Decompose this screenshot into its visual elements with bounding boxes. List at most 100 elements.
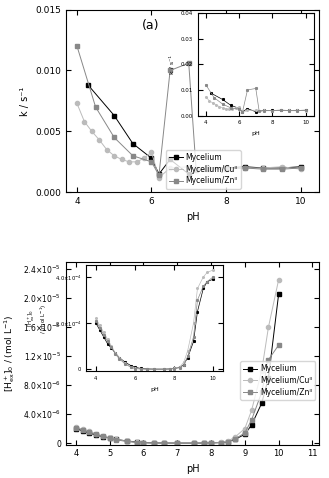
Mycelium/Cuᴵᴵ (187, 164, 191, 170)
Mycelium (114, 436, 118, 442)
Mycelium (187, 171, 191, 177)
X-axis label: pH: pH (186, 464, 199, 474)
Mycelium/Znᴵᴵ (168, 67, 172, 73)
Mycelium/Cuᴵᴵ (114, 436, 118, 442)
Mycelium (157, 171, 161, 177)
Mycelium/Cuᴵᴵ (219, 439, 223, 445)
Mycelium (101, 434, 105, 439)
Mycelium (280, 165, 284, 171)
Mycelium/Cuᴵᴵ (83, 119, 87, 125)
Mycelium/Cuᴵᴵ (127, 159, 131, 165)
Line: Mycelium/Cuᴵᴵ: Mycelium/Cuᴵᴵ (75, 101, 303, 180)
Mycelium/Cuᴵᴵ (250, 408, 254, 413)
Mycelium (152, 440, 156, 446)
Mycelium (135, 439, 139, 445)
Mycelium/Znᴵᴵ (277, 342, 281, 348)
Mycelium/Cuᴵᴵ (243, 165, 247, 171)
Mycelium (74, 426, 78, 432)
Mycelium/Cuᴵᴵ (209, 440, 213, 446)
Mycelium/Cuᴵᴵ (266, 324, 270, 330)
Mycelium/Znᴵᴵ (187, 60, 191, 66)
Mycelium/Znᴵᴵ (88, 429, 91, 435)
Mycelium/Znᴵᴵ (75, 43, 79, 49)
Mycelium/Cuᴵᴵ (157, 175, 161, 181)
Mycelium/Znᴵᴵ (125, 439, 129, 445)
Mycelium/Znᴵᴵ (205, 166, 209, 172)
Mycelium/Cuᴵᴵ (101, 433, 105, 439)
Mycelium/Znᴵᴵ (298, 165, 302, 171)
Mycelium/Znᴵᴵ (94, 432, 98, 437)
Mycelium/Znᴵᴵ (101, 434, 105, 439)
Legend: Mycelium, Mycelium/Cuᴵᴵ, Mycelium/Znᴵᴵ: Mycelium, Mycelium/Cuᴵᴵ, Mycelium/Znᴵᴵ (240, 361, 315, 400)
Mycelium/Cuᴵᴵ (97, 137, 101, 143)
Mycelium (205, 165, 209, 171)
Mycelium/Znᴵᴵ (209, 440, 213, 446)
Mycelium/Cuᴵᴵ (298, 166, 302, 172)
Mycelium (243, 432, 247, 437)
Mycelium/Cuᴵᴵ (120, 157, 124, 163)
Line: Mycelium/Cuᴵᴵ: Mycelium/Cuᴵᴵ (74, 278, 281, 445)
Mycelium (266, 375, 270, 380)
Mycelium/Znᴵᴵ (243, 165, 247, 171)
Mycelium/Cuᴵᴵ (149, 149, 153, 155)
Mycelium (219, 440, 223, 445)
Mycelium/Cuᴵᴵ (105, 147, 109, 152)
Mycelium/Cuᴵᴵ (168, 165, 172, 171)
Mycelium/Znᴵᴵ (74, 425, 78, 431)
Mycelium/Cuᴵᴵ (90, 129, 94, 134)
Mycelium/Cuᴵᴵ (280, 164, 284, 170)
Mycelium/Znᴵᴵ (112, 135, 116, 141)
Mycelium/Cuᴵᴵ (162, 440, 166, 446)
Mycelium (131, 141, 135, 146)
Text: (a): (a) (142, 19, 159, 32)
Mycelium/Cuᴵᴵ (125, 438, 129, 444)
Mycelium/Cuᴵᴵ (81, 426, 85, 432)
Mycelium (175, 440, 179, 446)
Mycelium/Cuᴵᴵ (175, 440, 179, 446)
Mycelium/Znᴵᴵ (194, 167, 198, 173)
Mycelium/Znᴵᴵ (175, 440, 179, 446)
Mycelium (226, 439, 230, 445)
Mycelium (168, 157, 172, 163)
Line: Mycelium/Znᴵᴵ: Mycelium/Znᴵᴵ (74, 343, 281, 445)
Mycelium/Znᴵᴵ (219, 440, 223, 445)
Mycelium (233, 436, 237, 442)
Mycelium/Znᴵᴵ (226, 439, 230, 445)
Mycelium/Znᴵᴵ (108, 435, 112, 441)
Mycelium/Znᴵᴵ (224, 166, 228, 172)
Mycelium/Znᴵᴵ (250, 417, 254, 423)
Mycelium (277, 292, 281, 297)
Mycelium (209, 440, 213, 446)
Mycelium/Znᴵᴵ (192, 440, 196, 446)
Legend: Mycelium, Mycelium/Cuᴵᴵ, Mycelium/Znᴵᴵ: Mycelium, Mycelium/Cuᴵᴵ, Mycelium/Znᴵᴵ (166, 150, 241, 188)
Mycelium/Znᴵᴵ (233, 436, 237, 442)
Y-axis label: k / s⁻¹: k / s⁻¹ (19, 87, 30, 116)
Mycelium/Cuᴵᴵ (261, 165, 265, 171)
Mycelium/Cuᴵᴵ (224, 166, 228, 172)
Mycelium/Cuᴵᴵ (74, 424, 78, 430)
Y-axis label: $[\mathrm{H^+_{ex}}]_0$ / (mol L$^{-1}$): $[\mathrm{H^+_{ex}}]_0$ / (mol L$^{-1}$) (3, 315, 17, 392)
Mycelium/Cuᴵᴵ (142, 155, 146, 161)
Mycelium/Cuᴵᴵ (108, 435, 112, 441)
Mycelium/Cuᴵᴵ (112, 153, 116, 159)
Mycelium (192, 440, 196, 446)
X-axis label: pH: pH (186, 212, 199, 222)
Mycelium (112, 113, 116, 119)
Mycelium/Znᴵᴵ (202, 440, 206, 446)
Mycelium/Znᴵᴵ (266, 357, 270, 362)
Line: Mycelium: Mycelium (74, 293, 281, 445)
Line: Mycelium/Znᴵᴵ: Mycelium/Znᴵᴵ (75, 44, 303, 177)
Mycelium (86, 82, 90, 88)
Mycelium (94, 432, 98, 438)
Mycelium/Cuᴵᴵ (75, 100, 79, 106)
Mycelium (141, 440, 145, 445)
Mycelium (260, 401, 264, 406)
Mycelium/Znᴵᴵ (131, 153, 135, 159)
Mycelium/Znᴵᴵ (157, 173, 161, 178)
Mycelium/Cuᴵᴵ (260, 368, 264, 373)
Mycelium/Znᴵᴵ (135, 440, 139, 445)
Mycelium (108, 435, 112, 441)
Mycelium/Cuᴵᴵ (135, 159, 139, 165)
Mycelium/Znᴵᴵ (162, 440, 166, 446)
Mycelium/Cuᴵᴵ (226, 438, 230, 444)
